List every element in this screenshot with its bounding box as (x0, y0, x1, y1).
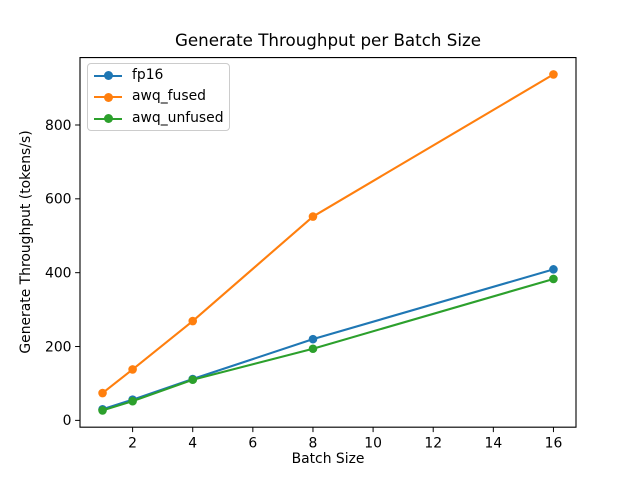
legend-marker-dot (103, 92, 113, 102)
chart-title: Generate Throughput per Batch Size (174, 30, 482, 50)
data-point-fp16-batch-16 (549, 265, 558, 274)
legend-item-awq_unfused: awq_unfused (94, 109, 229, 129)
x-tick-label: 2 (128, 436, 137, 452)
y-tick-label: 800 (45, 118, 72, 134)
legend-item-label: fp16 (132, 66, 164, 83)
y-tick-label: 400 (45, 265, 72, 281)
legend-line-sample (94, 71, 122, 80)
x-tick-label: 8 (309, 436, 318, 452)
legend-item-fp16: fp16 (94, 66, 229, 86)
x-tick-label: 12 (424, 436, 442, 452)
x-tick-label: 10 (364, 436, 382, 452)
data-point-awq_unfused-batch-4 (188, 375, 198, 385)
data-point-fp16-batch-8 (308, 334, 318, 344)
x-tick-label: 16 (545, 436, 563, 452)
legend-item-label: awq_fused (132, 88, 206, 105)
data-point-awq_unfused-batch-16 (549, 274, 558, 284)
legend-item-awq_fused: awq_fused (94, 87, 229, 107)
data-point-awq_unfused-batch-1 (98, 406, 107, 415)
series-line-awq_unfused (101, 277, 555, 412)
y-tick-label: 0 (63, 413, 72, 429)
x-tick-label: 4 (188, 436, 197, 452)
data-point-awq_unfused-batch-2 (128, 396, 137, 406)
legend-marker-dot (103, 114, 113, 123)
data-point-awq_fused-batch-2 (128, 365, 137, 374)
y-tick-label: 200 (45, 339, 72, 355)
axes-spines (79, 57, 577, 428)
data-point-awq_fused-batch-4 (188, 316, 198, 326)
legend-line-sample (94, 92, 122, 102)
legend: fp16 awq_fused awq_unfused (87, 63, 230, 131)
data-point-awq_fused-batch-16 (549, 70, 558, 79)
data-point-awq_fused-batch-8 (308, 212, 318, 221)
x-axis-label: Batch Size (291, 451, 365, 467)
x-tick-label: 6 (248, 436, 257, 452)
y-tick-label: 600 (45, 192, 72, 208)
data-point-awq_fused-batch-1 (98, 388, 107, 398)
y-axis-label: Generate Throughput (tokens/s) (18, 130, 34, 354)
x-tick-label: 14 (484, 436, 502, 452)
legend-line-sample (94, 114, 122, 123)
legend-marker-dot (103, 71, 113, 80)
data-point-awq_unfused-batch-8 (308, 344, 318, 354)
legend-item-label: awq_unfused (132, 109, 224, 126)
